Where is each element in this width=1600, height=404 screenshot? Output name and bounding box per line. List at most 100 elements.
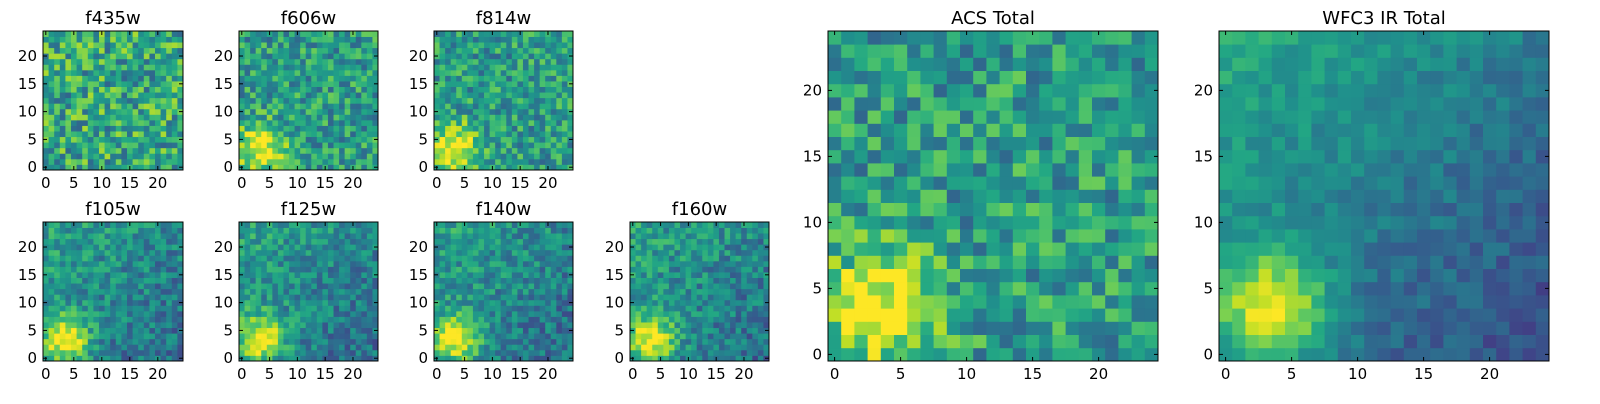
heatmap-cell xyxy=(752,283,758,289)
heatmap-cell xyxy=(467,350,473,356)
heatmap-cell xyxy=(636,272,642,278)
heatmap-cell xyxy=(456,344,462,350)
heatmap-cell xyxy=(361,64,367,70)
x-tick-label: 0 xyxy=(432,174,442,192)
heatmap-cell xyxy=(534,98,540,104)
heatmap-cell xyxy=(434,92,440,98)
x-tick-label: 5 xyxy=(460,365,470,383)
heatmap-cell xyxy=(311,87,317,93)
heatmap-cell xyxy=(261,64,267,70)
heatmap-cell xyxy=(127,250,133,256)
heatmap-cell xyxy=(434,283,440,289)
heatmap-cell xyxy=(478,222,484,228)
heatmap-cell xyxy=(350,300,356,306)
heatmap-cell xyxy=(261,272,267,278)
heatmap-cell xyxy=(311,289,317,295)
heatmap-cell xyxy=(283,305,289,311)
heatmap-cell xyxy=(317,228,323,234)
heatmap-cell xyxy=(680,278,686,284)
heatmap-cell xyxy=(647,339,653,345)
heatmap-cell xyxy=(562,294,568,300)
heatmap-cell xyxy=(54,64,60,70)
heatmap-cell xyxy=(367,344,373,350)
heatmap-cell xyxy=(473,317,479,323)
heatmap-cell xyxy=(434,228,440,234)
heatmap-cell xyxy=(283,261,289,267)
heatmap-cell xyxy=(295,42,301,48)
heatmap-cell xyxy=(1118,216,1132,230)
heatmap-cell xyxy=(161,305,167,311)
heatmap-cell xyxy=(172,142,178,148)
heatmap-cell xyxy=(306,350,312,356)
heatmap-cell xyxy=(110,131,116,137)
heatmap-cell xyxy=(149,311,155,317)
heatmap-cell xyxy=(490,244,496,250)
heatmap-cell xyxy=(306,159,312,165)
heatmap-cell xyxy=(278,344,284,350)
heatmap-cell xyxy=(680,317,686,323)
heatmap-cell xyxy=(161,75,167,81)
heatmap-cell xyxy=(65,87,71,93)
heatmap-cell xyxy=(456,239,462,245)
heatmap-cell xyxy=(289,120,295,126)
heatmap-cell xyxy=(934,163,948,177)
heatmap-cell xyxy=(658,350,664,356)
heatmap-cell xyxy=(702,300,708,306)
heatmap-cell xyxy=(339,250,345,256)
heatmap-cell xyxy=(261,59,267,65)
y-tick-label: 10 xyxy=(409,103,428,121)
heatmap-cell xyxy=(127,92,133,98)
heatmap-cell xyxy=(99,305,105,311)
heatmap-cell xyxy=(1066,242,1080,256)
heatmap-cell xyxy=(144,300,150,306)
heatmap-cell xyxy=(641,311,647,317)
heatmap-cell xyxy=(334,222,340,228)
heatmap-cell xyxy=(434,159,440,165)
heatmap-cell xyxy=(339,114,345,120)
heatmap-cell xyxy=(71,283,77,289)
heatmap-cell xyxy=(339,48,345,54)
heatmap-cell xyxy=(551,48,557,54)
heatmap-cell xyxy=(562,75,568,81)
heatmap-cell xyxy=(868,203,882,217)
heatmap-cell xyxy=(752,222,758,228)
heatmap-cell xyxy=(556,333,562,339)
heatmap-cell xyxy=(322,159,328,165)
heatmap-cell xyxy=(517,59,523,65)
heatmap-cell xyxy=(456,233,462,239)
heatmap-cell xyxy=(669,322,675,328)
y-tick-label: 10 xyxy=(18,294,37,312)
heatmap-cell xyxy=(691,328,697,334)
heatmap-cell xyxy=(345,142,351,148)
heatmap-cell xyxy=(283,333,289,339)
heatmap-cell xyxy=(133,98,139,104)
heatmap-cell xyxy=(462,311,468,317)
heatmap-cell xyxy=(60,333,66,339)
heatmap-cell xyxy=(512,31,518,37)
heatmap-cell xyxy=(306,87,312,93)
heatmap-cell xyxy=(630,250,636,256)
heatmap-cell xyxy=(272,300,278,306)
heatmap-cell xyxy=(562,48,568,54)
heatmap-cell xyxy=(719,278,725,284)
heatmap-cell xyxy=(116,159,122,165)
heatmap-cell xyxy=(239,92,245,98)
heatmap-cell xyxy=(484,87,490,93)
heatmap-cell xyxy=(250,131,256,137)
heatmap-cell xyxy=(93,322,99,328)
heatmap-cell xyxy=(261,120,267,126)
heatmap-cell xyxy=(250,31,256,37)
heatmap-cell xyxy=(490,333,496,339)
heatmap-cell xyxy=(517,305,523,311)
heatmap-cell xyxy=(451,153,457,159)
heatmap-cell xyxy=(556,317,562,323)
heatmap-cell xyxy=(328,137,334,143)
heatmap-cell xyxy=(367,87,373,93)
heatmap-cell xyxy=(506,48,512,54)
heatmap-cell xyxy=(300,159,306,165)
heatmap-cell xyxy=(506,31,512,37)
heatmap-cell xyxy=(334,233,340,239)
heatmap-cell xyxy=(311,317,317,323)
heatmap-cell xyxy=(534,300,540,306)
heatmap-cell xyxy=(283,244,289,250)
